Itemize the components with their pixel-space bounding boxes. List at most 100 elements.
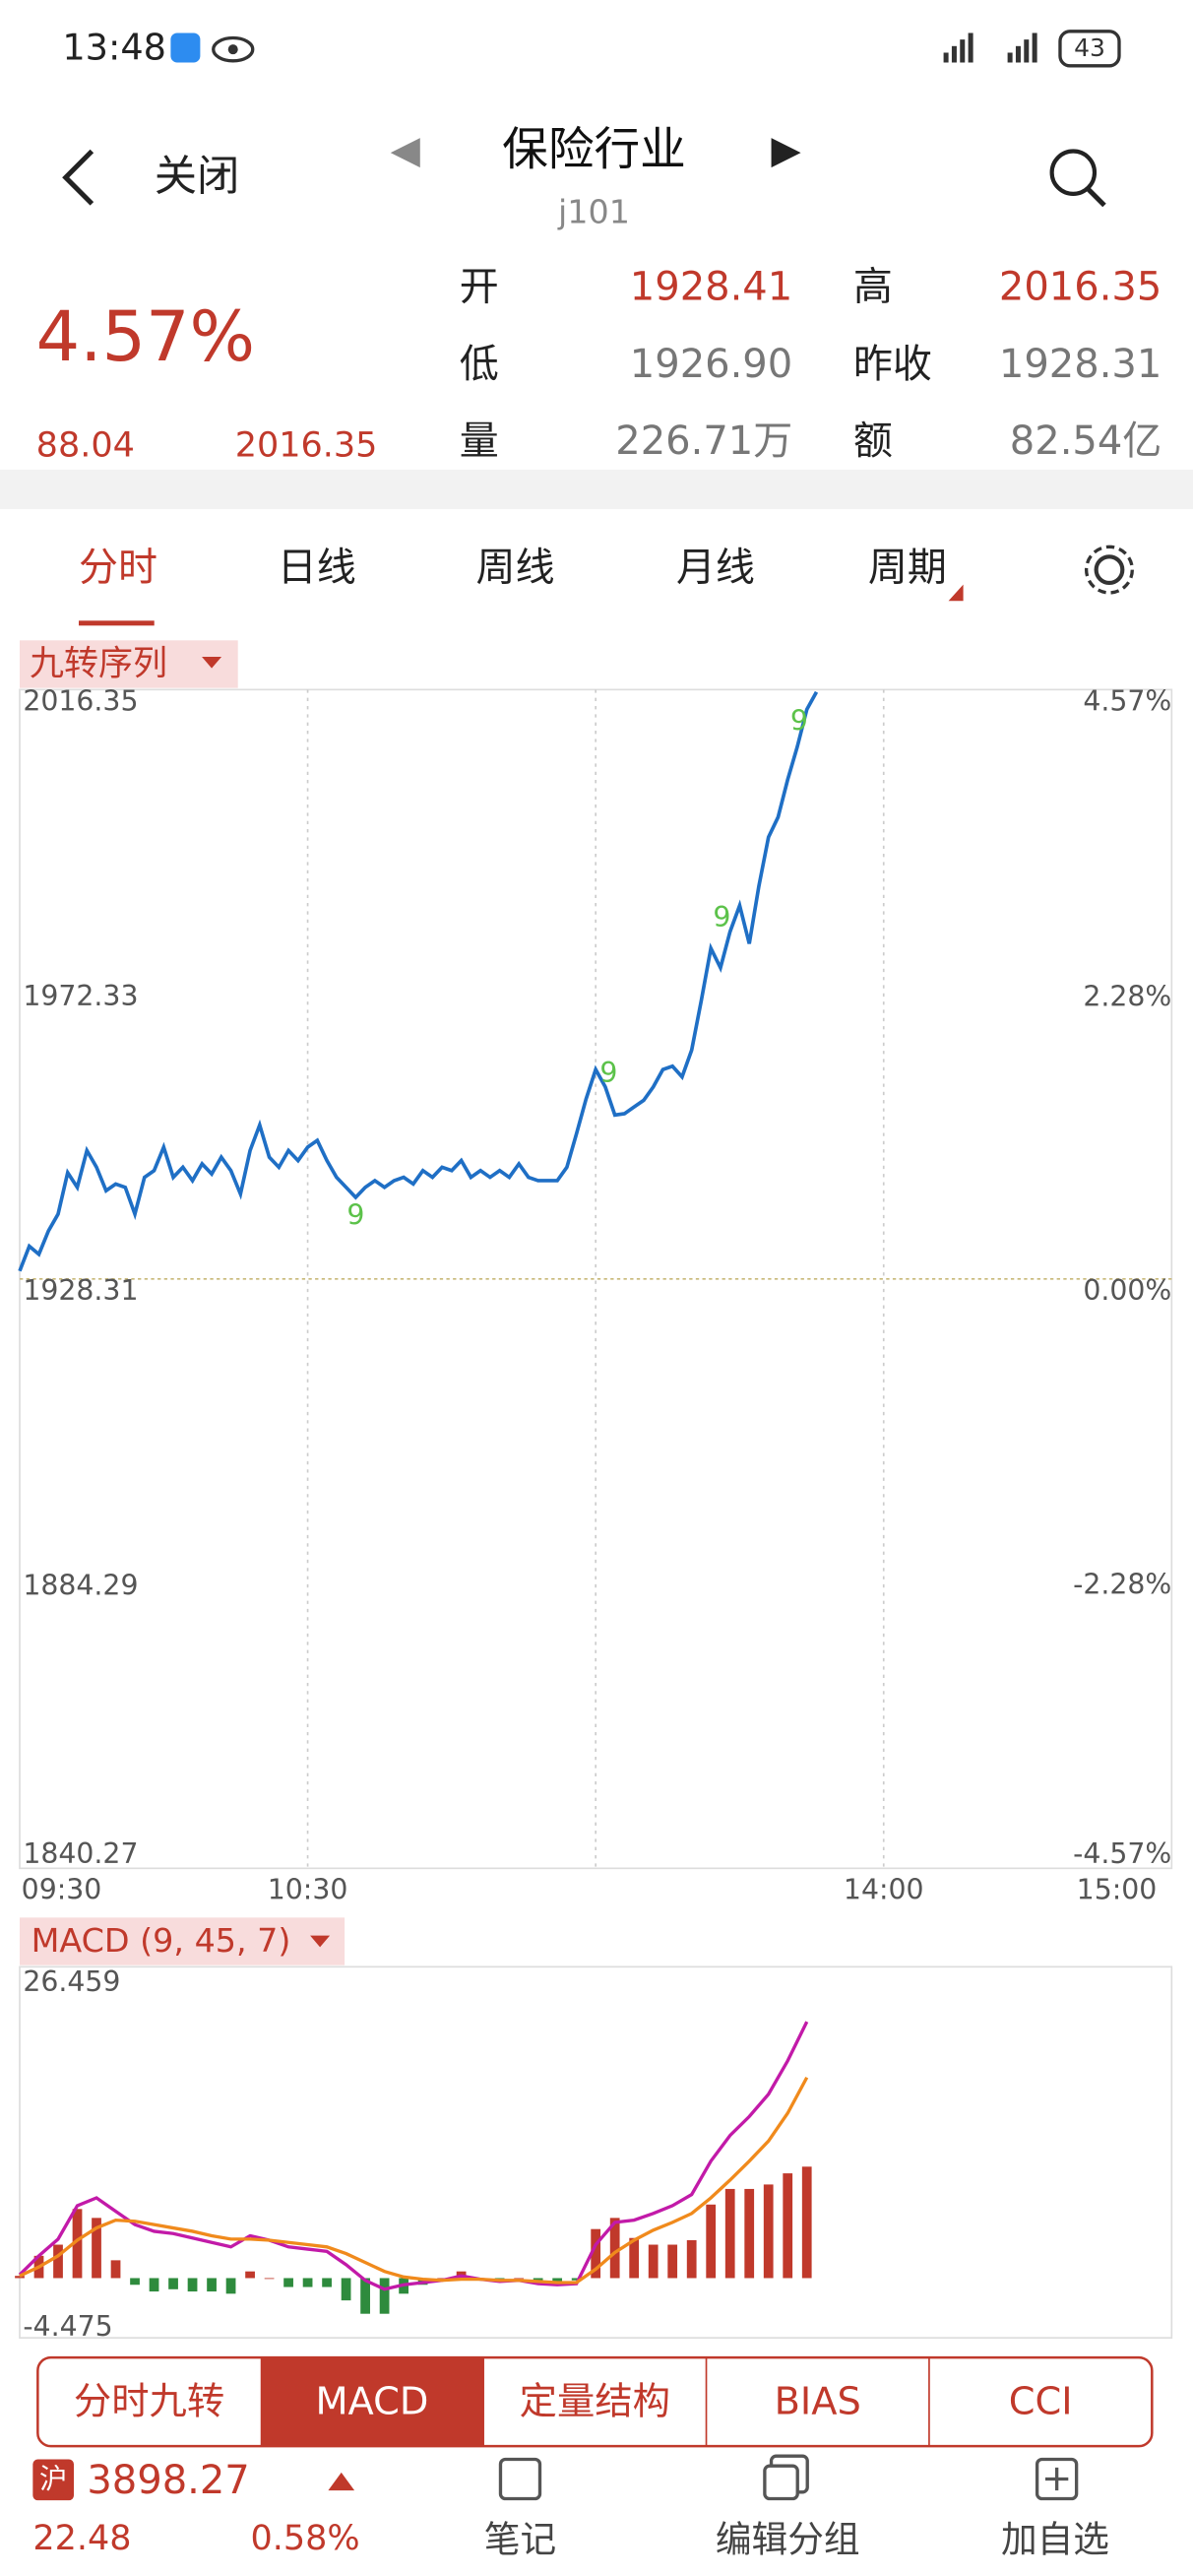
index-change: 22.48 xyxy=(32,2519,131,2558)
stat-label: 低 xyxy=(460,342,499,387)
change-amount: 88.04 xyxy=(36,426,135,466)
back-icon[interactable] xyxy=(62,149,94,206)
macd-bar xyxy=(629,2237,640,2279)
macd-bar xyxy=(53,2244,63,2279)
stat-value: 1928.41 xyxy=(630,265,792,310)
macd-dropdown xyxy=(310,1935,331,1948)
y-tick-label: 1840.27 xyxy=(23,1837,138,1870)
y-tick-label: 2016.35 xyxy=(23,685,138,718)
period-tab[interactable]: 周线 xyxy=(475,546,554,591)
settings-icon[interactable] xyxy=(1094,554,1125,586)
period-tab[interactable]: 日线 xyxy=(278,546,356,591)
weather-icon xyxy=(170,32,201,63)
macd-bar xyxy=(801,2166,812,2279)
status-time: 13:48 xyxy=(62,27,166,69)
macd-bar xyxy=(264,2278,275,2280)
y2-tick-label: 4.57% xyxy=(1083,685,1171,718)
macd-bar xyxy=(187,2278,198,2292)
index-value: 3898.27 xyxy=(87,2458,249,2503)
active-indicator-tab xyxy=(260,2357,484,2447)
y-tick-label: 26.459 xyxy=(23,1965,120,1998)
last-price: 2016.35 xyxy=(235,426,378,466)
sequence-marker: 9 xyxy=(713,901,730,934)
search-handle xyxy=(1086,187,1106,208)
macd-bar xyxy=(149,2278,159,2292)
eye-pupil xyxy=(227,44,238,55)
y2-tick-label: 0.00% xyxy=(1083,1274,1171,1307)
macd-title: MACD (9, 45, 7) xyxy=(31,1921,291,1960)
stock-code: j101 xyxy=(557,192,630,230)
macd-line xyxy=(19,2076,809,2285)
x-tick-label: 10:30 xyxy=(268,1874,348,1906)
add-icon xyxy=(1035,2457,1079,2501)
signal-icons xyxy=(943,32,1037,63)
footer-action[interactable]: 笔记 xyxy=(484,2518,556,2560)
page-title: 保险行业 xyxy=(502,124,686,177)
y2-tick-label: -4.57% xyxy=(1073,1837,1171,1870)
macd-bar xyxy=(744,2188,755,2279)
change-percent: 4.57% xyxy=(36,296,255,377)
settings-gear xyxy=(1084,545,1134,595)
macd-bar xyxy=(763,2184,774,2279)
macd-bar xyxy=(686,2239,697,2279)
index-percent: 0.58% xyxy=(250,2519,359,2558)
macd-bar xyxy=(15,2276,25,2279)
indicator-tab[interactable]: 定量结构 xyxy=(520,2379,670,2423)
up-arrow xyxy=(328,2472,355,2491)
x-tick-label: 14:00 xyxy=(844,1874,924,1906)
macd-bar xyxy=(225,2278,236,2294)
macd-bar xyxy=(648,2244,659,2279)
add-plus xyxy=(1044,2467,1069,2491)
index-badge xyxy=(32,2459,75,2501)
sequence-marker: 9 xyxy=(346,1199,364,1232)
eye-icon xyxy=(212,35,255,63)
group-icon-back xyxy=(763,2464,799,2501)
period-tab[interactable]: 分时 xyxy=(79,546,157,591)
indicator-tab[interactable]: BIAS xyxy=(775,2379,861,2423)
macd-bar xyxy=(72,2209,83,2279)
y-tick-label: 1972.33 xyxy=(23,980,138,1012)
sequence-marker: 9 xyxy=(599,1057,617,1089)
macd-bar xyxy=(783,2173,793,2279)
close-button[interactable]: 关闭 xyxy=(155,152,240,201)
macd-bar xyxy=(245,2271,255,2279)
macd-bar xyxy=(92,2218,101,2279)
y2-tick-label: -2.28% xyxy=(1073,1569,1171,1601)
y2-tick-label: 2.28% xyxy=(1083,981,1171,1013)
next-button[interactable] xyxy=(771,138,801,168)
battery xyxy=(1058,30,1121,68)
macd-bar xyxy=(514,2278,525,2280)
search-icon[interactable] xyxy=(1049,149,1098,196)
footer-action[interactable]: 加自选 xyxy=(1001,2518,1109,2560)
macd-line xyxy=(18,2021,809,2291)
macd-bar xyxy=(207,2278,217,2292)
indicator-label: 九转序列 xyxy=(30,644,167,683)
indicator-tab[interactable]: 分时九转 xyxy=(74,2379,224,2423)
separator xyxy=(0,469,1193,509)
stat-value: 2016.35 xyxy=(999,265,1162,310)
indicator-tab[interactable]: CCI xyxy=(1009,2379,1073,2423)
battery-level: 43 xyxy=(1074,33,1105,62)
macd-bar xyxy=(302,2278,313,2287)
macd-chart: 26.459 -4.475 xyxy=(15,1965,812,2343)
index-name: 沪 xyxy=(39,2463,67,2495)
footer-action[interactable]: 编辑分组 xyxy=(716,2518,860,2560)
indicator-tab[interactable]: MACD xyxy=(315,2379,428,2423)
stat-value: 1928.31 xyxy=(999,342,1162,387)
macd-bar xyxy=(591,2228,601,2279)
macd-bar xyxy=(724,2188,735,2279)
macd-bar xyxy=(283,2278,293,2287)
macd-bar xyxy=(168,2278,178,2289)
period-tab[interactable]: 月线 xyxy=(676,546,755,591)
macd-label-box[interactable] xyxy=(20,1917,345,1965)
indicator-label-box[interactable] xyxy=(20,640,238,688)
indicator-tabs: 分时九转 MACD 定量结构 BIAS CCI xyxy=(36,2355,1154,2448)
period-tab[interactable]: 周期 xyxy=(868,546,947,591)
macd-bar xyxy=(437,2278,447,2280)
y-tick-label: -4.475 xyxy=(23,2310,112,2343)
macd-bar xyxy=(706,2204,717,2279)
y-tick-label: 1928.31 xyxy=(23,1274,138,1307)
macd-bar xyxy=(322,2278,332,2287)
prev-button[interactable] xyxy=(390,138,420,168)
